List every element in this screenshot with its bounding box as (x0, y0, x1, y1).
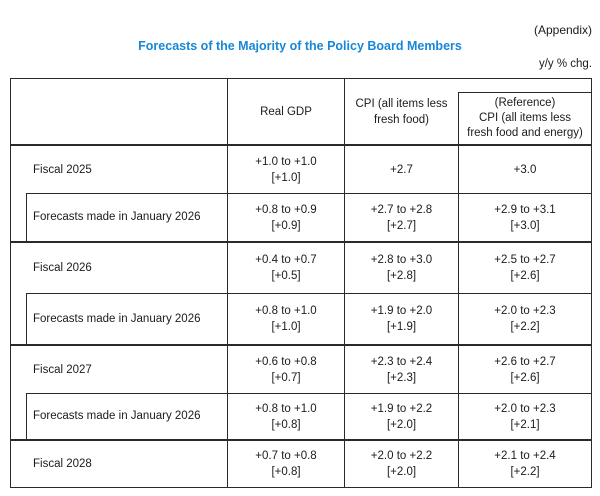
value-median: [+0.5] (271, 270, 301, 282)
value-median: [+2.3] (386, 371, 417, 384)
gdp-value-cell: +1.0 to +1.0 [+1.0] (227, 146, 344, 193)
value-range: +2.7 to +2.8 (370, 203, 433, 216)
appendix-label: (Appendix) (533, 23, 592, 37)
value-median: [+1.9] (386, 321, 417, 333)
value-range: +0.8 to +1.0 (255, 402, 317, 415)
value-range: +1.9 to +2.0 (370, 305, 433, 317)
ref-value-cell: +2.1 to +2.4 [+2.2] (458, 439, 591, 487)
value-range: +3.0 (513, 163, 537, 176)
value-median: [+1.0] (271, 171, 301, 184)
value-range: +2.3 to +2.4 (370, 355, 433, 368)
row-label-january-forecast: Forecasts made in January 2026 (11, 293, 227, 344)
value-range: +2.1 to +2.4 (494, 450, 556, 462)
row-label-january-forecast: Forecasts made in January 2026 (11, 393, 227, 439)
unit-label: y/y % chg. (538, 58, 592, 70)
value-median: [+2.1] (510, 418, 540, 431)
ref-value-cell: +2.6 to +2.7 [+2.6] (458, 344, 591, 393)
gdp-value-cell: +0.8 to +1.0 [+1.0] (227, 293, 344, 344)
gdp-value-cell: +0.8 to +0.9 [+0.9] (227, 193, 344, 241)
column-header-real-gdp: Real GDP (227, 79, 344, 146)
value-range: +2.0 to +2.3 (494, 305, 556, 317)
value-median: [+1.0] (271, 321, 301, 333)
value-median: [+2.6] (510, 371, 540, 384)
row-label-fiscal-2027: Fiscal 2027 (11, 344, 227, 393)
cpi-value-cell: +2.7 (344, 146, 458, 193)
value-range: +1.9 to +2.2 (370, 402, 433, 415)
value-range: +2.5 to +2.7 (494, 254, 556, 266)
value-median: [+0.7] (271, 371, 301, 384)
ref-value-cell: +2.9 to +3.1 [+3.0] (458, 193, 591, 241)
row-label-fiscal-2026: Fiscal 2026 (11, 241, 227, 293)
cpi-value-cell: +2.0 to +2.2 [+2.0] (344, 439, 458, 487)
value-range: +2.7 (390, 163, 413, 176)
forecast-table: Real GDP CPI (all items less fresh food)… (10, 78, 592, 488)
gdp-value-cell: +0.4 to +0.7 [+0.5] (227, 241, 344, 293)
value-range: +0.4 to +0.7 (255, 254, 317, 266)
cpi-value-cell: +1.9 to +2.0 [+1.9] (344, 293, 458, 344)
value-median: [+2.6] (510, 270, 540, 282)
reference-header-box: (Reference) CPI (all items less fresh fo… (458, 92, 591, 144)
value-range: +2.9 to +3.1 (494, 203, 556, 216)
value-range: +0.8 to +0.9 (255, 203, 317, 216)
cpi-value-cell: +2.8 to +3.0 [+2.8] (344, 241, 458, 293)
value-median: [+2.0] (386, 466, 417, 478)
page-title: Forecasts of the Majority of the Policy … (138, 39, 462, 53)
value-median: [+2.2] (510, 466, 540, 478)
value-range: +2.6 to +2.7 (494, 355, 556, 368)
column-header-reference: (Reference) CPI (all items less fresh fo… (458, 79, 591, 146)
row-label-january-forecast: Forecasts made in January 2026 (11, 193, 227, 241)
value-median: [+0.8] (271, 418, 301, 431)
ref-value-cell: +2.0 to +2.3 [+2.1] (458, 393, 591, 439)
cpi-value-cell: +2.3 to +2.4 [+2.3] (344, 344, 458, 393)
ref-value-cell: +2.0 to +2.3 [+2.2] (458, 293, 591, 344)
value-median: [+0.9] (271, 219, 301, 232)
corner-header-cell (11, 79, 227, 146)
column-header-cpi: CPI (all items less fresh food) (344, 79, 458, 146)
cpi-value-cell: +1.9 to +2.2 [+2.0] (344, 393, 458, 439)
value-range: +2.0 to +2.3 (494, 402, 556, 415)
ref-value-cell: +2.5 to +2.7 [+2.6] (458, 241, 591, 293)
cpi-value-cell: +2.7 to +2.8 [+2.7] (344, 193, 458, 241)
value-range: +0.6 to +0.8 (255, 355, 317, 368)
value-range: +2.0 to +2.2 (370, 450, 433, 462)
value-median: [+2.7] (386, 219, 417, 232)
row-label-fiscal-2028: Fiscal 2028 (11, 439, 227, 487)
value-median: [+2.0] (386, 418, 417, 431)
value-range: +1.0 to +1.0 (255, 155, 317, 168)
ref-value-cell: +3.0 (458, 146, 591, 193)
value-median: [+0.8] (271, 466, 301, 478)
gdp-value-cell: +0.6 to +0.8 [+0.7] (227, 344, 344, 393)
value-range: +0.7 to +0.8 (255, 450, 317, 462)
value-range: +2.8 to +3.0 (370, 254, 433, 266)
gdp-value-cell: +0.8 to +1.0 [+0.8] (227, 393, 344, 439)
value-median: [+3.0] (510, 219, 540, 232)
value-range: +0.8 to +1.0 (255, 305, 317, 317)
gdp-value-cell: +0.7 to +0.8 [+0.8] (227, 439, 344, 487)
row-label-fiscal-2025: Fiscal 2025 (33, 163, 92, 176)
value-median: [+2.8] (386, 270, 417, 282)
value-median: [+2.2] (510, 321, 540, 333)
